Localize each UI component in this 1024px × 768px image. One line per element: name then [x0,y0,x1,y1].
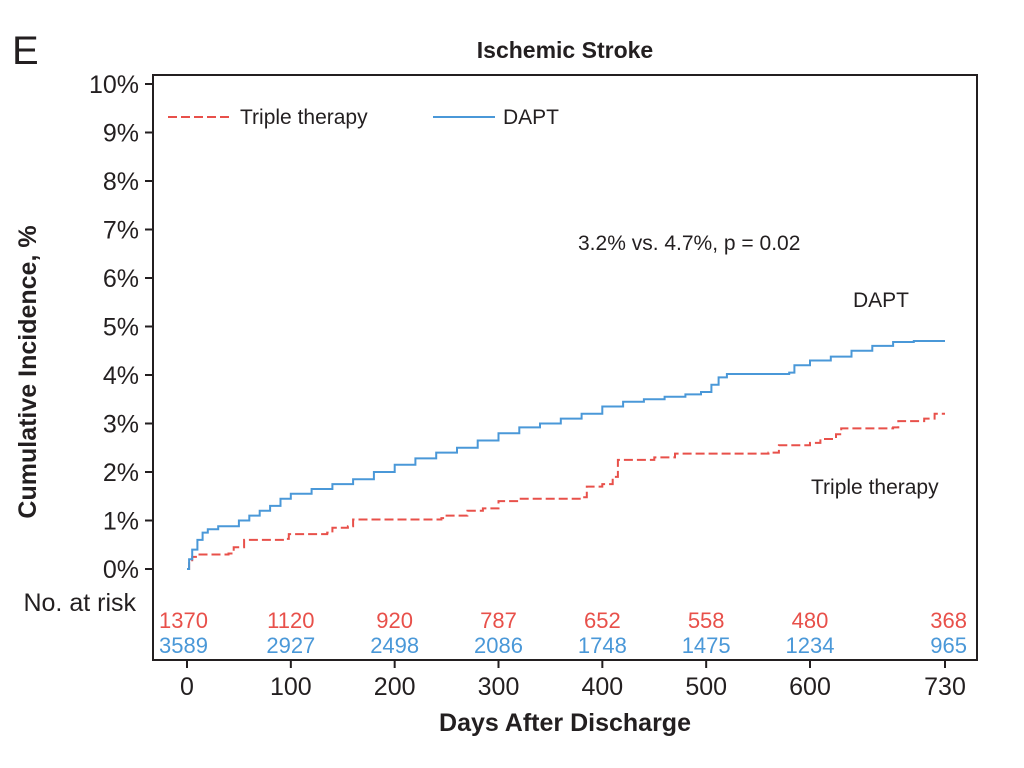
y-tick-label: 8% [103,168,139,196]
y-tick-label: 6% [103,265,139,293]
y-tick-label: 5% [103,314,139,342]
at-risk-value: 1234 [786,633,835,658]
at-risk-value: 368 [930,608,967,633]
at-risk-value: 2498 [370,633,419,658]
plot-frame [152,74,978,661]
legend-label-triple-therapy: Triple therapy [240,106,368,129]
at-risk-value: 652 [584,608,621,633]
x-tick-label: 400 [581,673,623,701]
at-risk-value: 558 [688,608,725,633]
x-tick-label: 730 [924,673,966,701]
at-risk-value: 1748 [578,633,627,658]
y-tick-label: 0% [103,556,139,584]
at-risk-table: 1370 1120 920 787 652 558 480 368 3589 2927 2498 20… [159,608,967,658]
y-tick-label: 2% [103,459,139,487]
legend-label-dapt: DAPT [503,106,559,129]
x-tick-label: 200 [374,673,416,701]
dapt-curve-label: DAPT [853,289,909,312]
y-tick-label: 3% [103,411,139,439]
at-risk-value: 2086 [474,633,523,658]
y-tick-label: 10% [89,71,139,99]
series-line-triple-therapy [187,412,945,570]
at-risk-value: 1475 [682,633,731,658]
triple-therapy-curve-label: Triple therapy [811,476,939,499]
legend: Triple therapy DAPT [168,106,559,129]
x-tick-label: 500 [685,673,727,701]
y-tick-label: 1% [103,508,139,536]
y-tick-label: 7% [103,217,139,245]
at-risk-value: 920 [376,608,413,633]
at-risk-value: 480 [792,608,829,633]
series-line-dapt [187,340,945,570]
at-risk-value: 1370 [159,608,208,633]
chart-title: Ischemic Stroke [477,37,653,63]
at-risk-label: No. at risk [23,589,136,617]
x-tick-label: 600 [789,673,831,701]
panel-label: E [12,29,39,73]
y-axis-title: Cumulative Incidence, % [14,225,42,518]
series-lines [187,340,945,570]
at-risk-value: 965 [930,633,967,658]
y-tick-label: 9% [103,120,139,148]
x-axis-title: Days After Discharge [439,709,691,737]
plot-border [152,74,978,661]
y-axis: 0% 1% 2% 3% 4% 5% 6% 7% 8% 9% 10% [89,71,153,584]
stat-annotation: 3.2% vs. 4.7%, p = 0.02 [578,232,800,255]
x-tick-label: 300 [478,673,520,701]
at-risk-value: 3589 [159,633,208,658]
x-tick-label: 100 [270,673,312,701]
x-axis: 0 100 200 300 400 500 600 730 [180,660,966,701]
at-risk-value: 1120 [267,608,314,633]
y-tick-label: 4% [103,362,139,390]
at-risk-value: 787 [480,608,517,633]
x-tick-label: 0 [180,673,194,701]
at-risk-value: 2927 [266,633,315,658]
